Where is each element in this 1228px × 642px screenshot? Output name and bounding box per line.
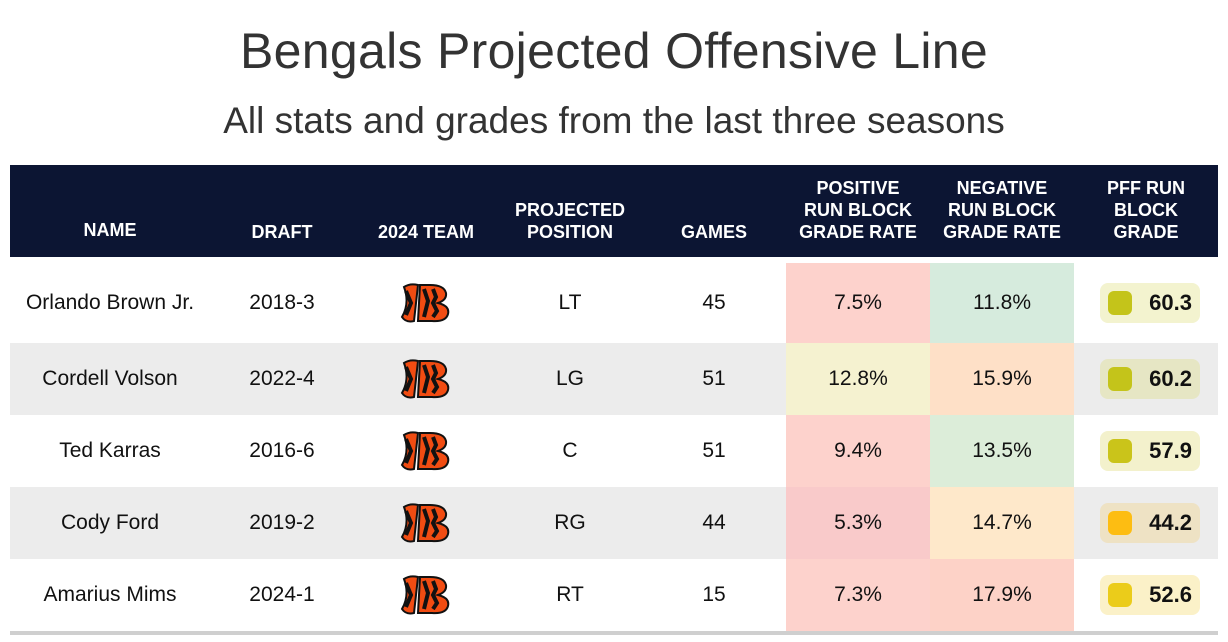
bengals-logo-icon [400,431,450,471]
header-negative-rate: NEGATIVE RUN BLOCK GRADE RATE [943,178,1061,242]
draft-value: 2016-6 [249,439,315,462]
team-logo-cell [354,343,498,415]
table-row: Cody Ford 2019-2 RG 44 5.3% 14.7% 44.2 [10,487,1218,559]
grade-color-dot [1108,367,1132,391]
grade-cell: 60.2 [1074,343,1218,415]
grade-badge: 60.3 [1100,283,1200,323]
table-row: Amarius Mims 2024-1 RT 15 7.3% 17.9% 52.… [10,559,1218,631]
positive-rate-cell: 12.8% [786,343,930,415]
negative-rate-cell: 15.9% [930,343,1074,415]
player-name: Orlando Brown Jr. [25,291,195,314]
negative-rate-cell: 14.7% [930,487,1074,559]
header-name: NAME [83,220,137,240]
grade-value: 52.6 [1149,582,1192,607]
grade-badge: 52.6 [1100,575,1200,615]
header-draft: DRAFT [251,222,313,242]
header-positive-rate: POSITIVE RUN BLOCK GRADE RATE [799,178,917,242]
table-header: NAME DRAFT 2024 TEAM PROJECTED POSITION … [10,165,1218,257]
player-name: Cody Ford [60,511,160,534]
positive-rate-cell: 7.3% [786,559,930,631]
table-body: Orlando Brown Jr. 2018-3 LT 45 7.5% 11.8… [10,263,1218,631]
games-value: 45 [702,291,726,314]
grade-value: 60.2 [1149,366,1192,391]
grade-color-dot [1108,291,1132,315]
chart-title: Bengals Projected Offensive Line [239,23,989,79]
grade-value: 57.9 [1149,438,1192,463]
table-bottom-rule [10,631,1218,635]
grade-color-dot [1108,583,1132,607]
negative-rate-cell: 17.9% [930,559,1074,631]
draft-value: 2018-3 [249,291,315,314]
draft-value: 2024-1 [249,583,315,606]
header-team: 2024 TEAM [377,222,475,242]
table-row: Ted Karras 2016-6 C 51 9.4% 13.5% 57.9 [10,415,1218,487]
bengals-logo-icon [400,503,450,543]
table-row: Cordell Volson 2022-4 LG 51 12.8% 15.9% … [10,343,1218,415]
grade-cell: 60.3 [1074,263,1218,343]
position-value: LT [558,291,582,314]
position-value: RG [554,511,586,534]
player-name: Ted Karras [59,439,161,462]
chart-subtitle: All stats and grades from the last three… [223,100,1005,141]
grade-cell: 57.9 [1074,415,1218,487]
grade-cell: 44.2 [1074,487,1218,559]
bengals-logo-icon [400,359,450,399]
negative-rate-cell: 13.5% [930,415,1074,487]
negative-rate-cell: 11.8% [930,263,1074,343]
grade-value: 60.3 [1149,290,1192,315]
positive-rate-cell: 7.5% [786,263,930,343]
stats-table: NAME DRAFT 2024 TEAM PROJECTED POSITION … [10,165,1218,635]
grade-badge: 57.9 [1100,431,1200,471]
player-name: Cordell Volson [42,367,178,390]
header-grade: PFF RUN BLOCK GRADE [1107,178,1185,242]
games-value: 44 [702,511,726,534]
grade-color-dot [1108,439,1132,463]
position-value: C [562,439,578,462]
games-value: 51 [702,367,726,390]
draft-value: 2019-2 [249,511,315,534]
positive-rate-cell: 9.4% [786,415,930,487]
bengals-logo-icon [400,575,450,615]
games-value: 15 [702,583,726,606]
grade-badge: 60.2 [1100,359,1200,399]
team-logo-cell [354,263,498,343]
header-games: GAMES [680,222,747,242]
grade-badge: 44.2 [1100,503,1200,543]
header-position: PROJECTED POSITION [514,200,626,242]
team-logo-cell [354,559,498,631]
team-logo-cell [354,487,498,559]
grade-cell: 52.6 [1074,559,1218,631]
games-value: 51 [702,439,726,462]
draft-value: 2022-4 [249,367,315,390]
position-value: RT [556,583,584,606]
positive-rate-cell: 5.3% [786,487,930,559]
team-logo-cell [354,415,498,487]
bengals-logo-icon [400,283,450,323]
grade-value: 44.2 [1149,510,1192,535]
player-name: Amarius Mims [43,583,177,606]
table-row: Orlando Brown Jr. 2018-3 LT 45 7.5% 11.8… [10,263,1218,343]
position-value: LG [555,367,584,390]
grade-color-dot [1108,511,1132,535]
